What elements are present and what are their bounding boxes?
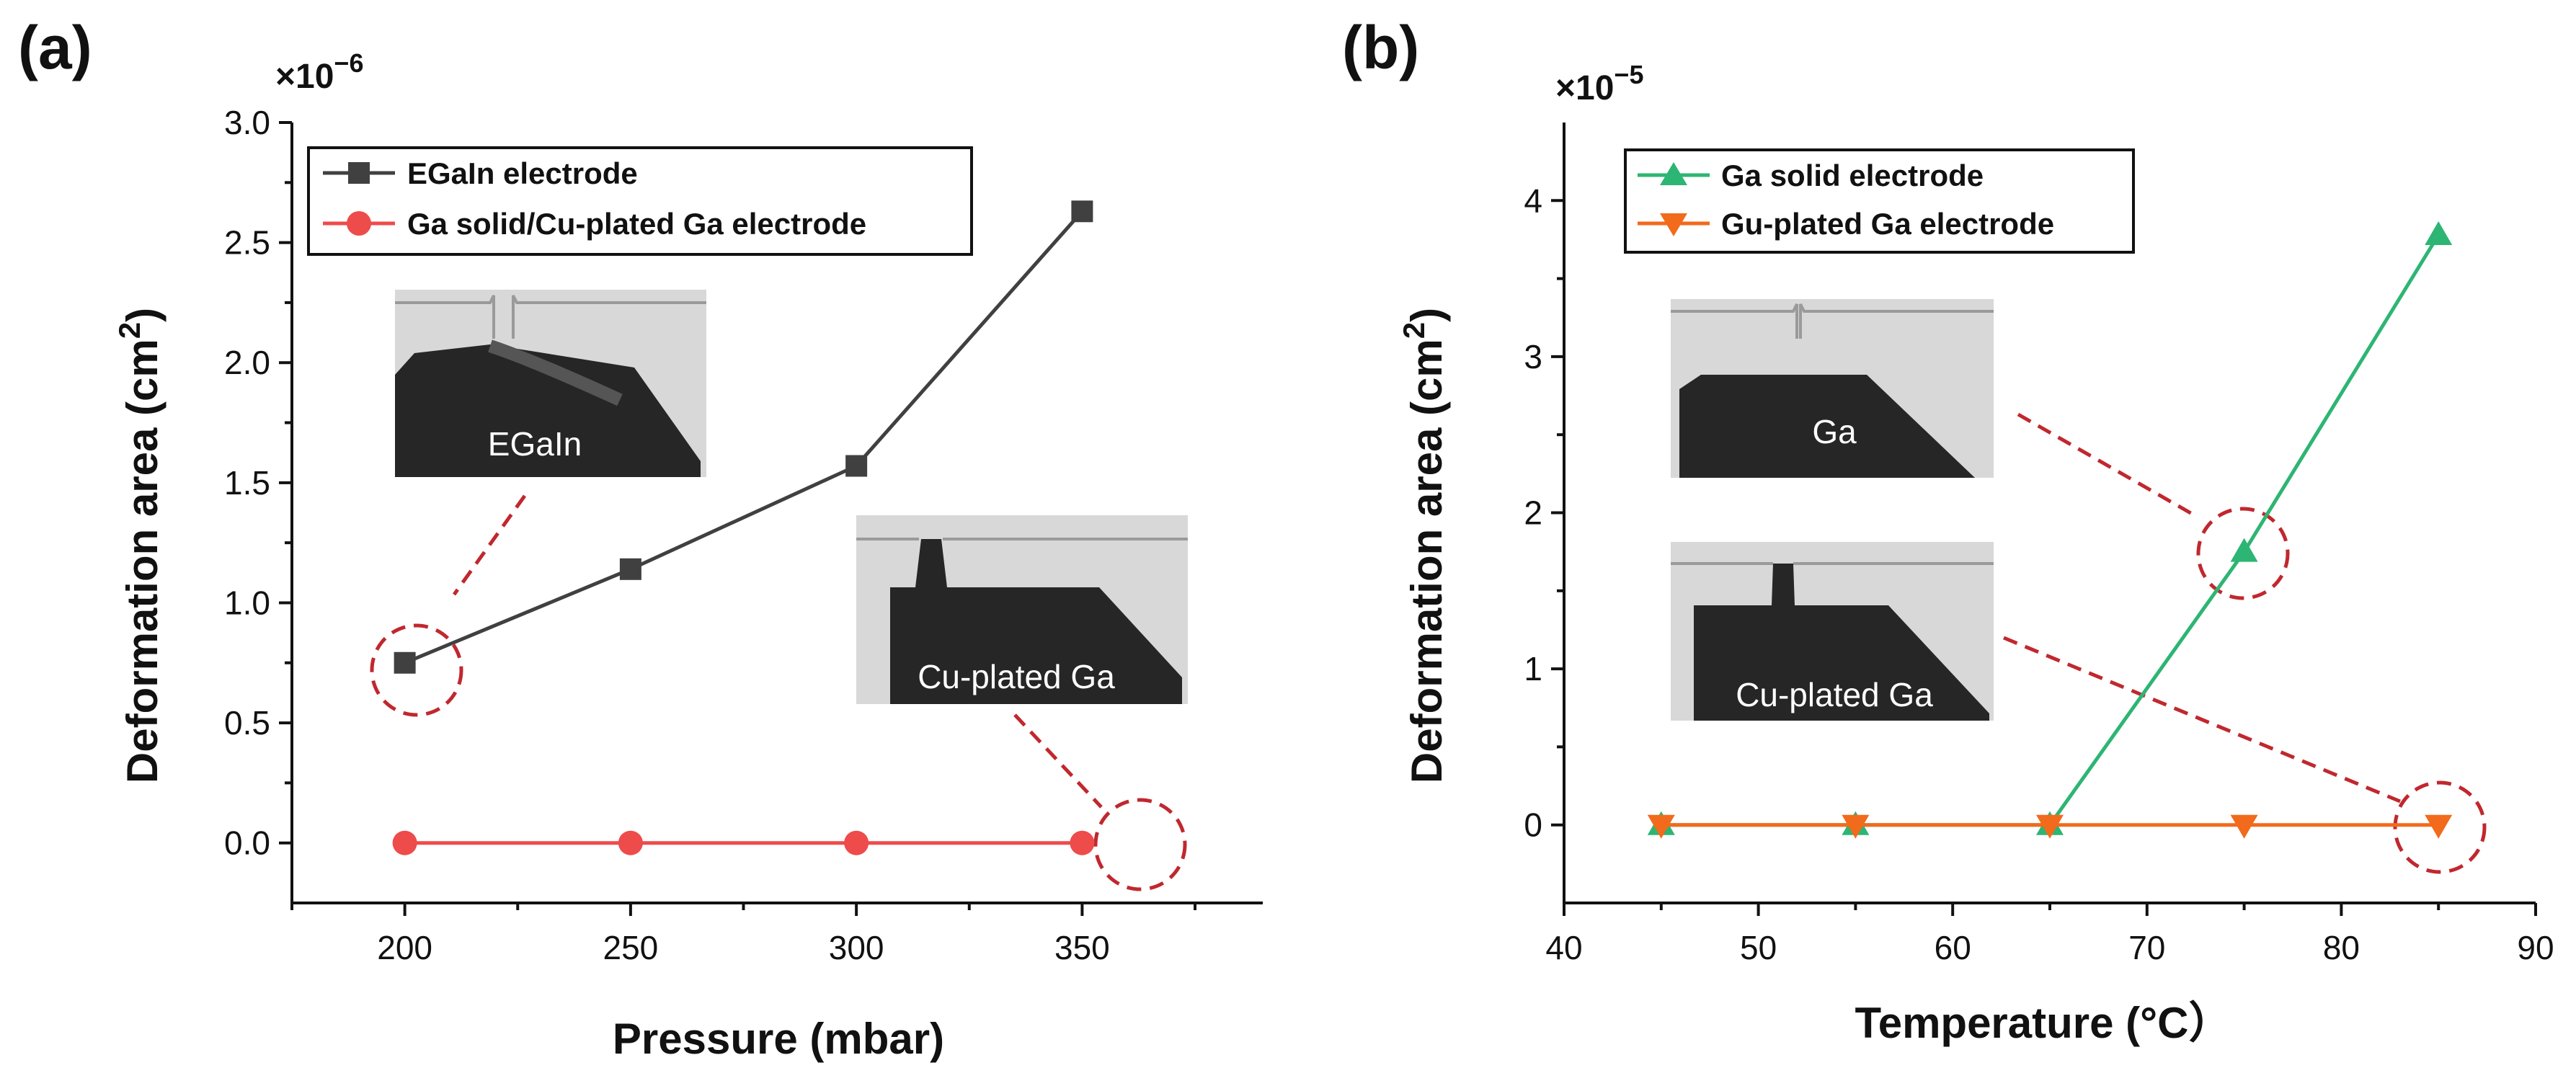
annotation-circle: [1093, 798, 1187, 891]
data-point: [1647, 814, 1675, 839]
y-tick-label: 2: [1524, 494, 1542, 532]
x-tick-label: 60: [1935, 929, 1971, 966]
x-tick-label: 200: [377, 929, 432, 966]
panel-a-inset-cu-plated: Cu-plated Ga: [856, 515, 1188, 704]
x-tick-label: 70: [2128, 929, 2165, 966]
annotation-leader: [2017, 412, 2200, 520]
panel-b-y-axis-title: Deformation area (cm2): [1397, 308, 1451, 783]
inset-channel: [1671, 303, 1994, 339]
panel-b: (b) ×10−5 0 1 2 3 4 40 50 60 70 80 90 Temperature …: [1342, 14, 2554, 1047]
data-point: [2036, 814, 2064, 839]
legend-marker-square: [348, 162, 370, 184]
x-tick-label: 40: [1545, 929, 1582, 966]
panel-a-legend: EGaIn electrode Ga solid/Cu-plated Ga el…: [307, 146, 973, 256]
panel-a: (a) ×10−6 0.0 0.5 1.0 1.5 2.0 2.5 3.0 200 250 300…: [18, 14, 1263, 1063]
panel-b-legend: Ga solid electrode Gu-plated Ga electrod…: [1624, 148, 2135, 254]
inset-electrode: [395, 344, 701, 477]
data-point: [1070, 830, 1095, 855]
series-line: [404, 210, 1084, 665]
y-tick-label: 0.0: [224, 824, 270, 862]
legend-marker-triangle-down: [1660, 213, 1687, 236]
data-point: [2230, 814, 2258, 839]
legend-label-cu-plated: Gu-plated Ga electrode: [1721, 207, 2054, 241]
data-point: [618, 830, 643, 855]
annotation-circle: [2196, 507, 2290, 600]
panel-b-exponent: ×10−5: [1555, 60, 1643, 107]
annotation-circle: [2393, 780, 2487, 874]
y-tick-label: 1.0: [224, 584, 270, 621]
panel-b-series: [1647, 221, 2453, 839]
y-tick-label: 2.5: [224, 224, 270, 262]
x-tick-label: 90: [2517, 929, 2554, 966]
panel-a-x-axis-title: Pressure (mbar): [613, 1015, 944, 1063]
panel-b-label: (b): [1342, 14, 1419, 81]
panel-a-inset-egain: EGaIn: [395, 290, 706, 477]
inset-electrode: [1694, 564, 1989, 721]
panel-b-inset-cu-plated: Cu-plated Ga: [1671, 542, 1994, 721]
data-point: [619, 558, 641, 580]
panel-a-exponent: ×10−6: [275, 48, 363, 96]
y-tick-label: 3: [1524, 338, 1542, 375]
y-tick-label: 1: [1524, 650, 1542, 687]
legend-marker-circle: [347, 211, 371, 236]
x-tick-label: 80: [2323, 929, 2360, 966]
x-tick-label: 50: [1740, 929, 1777, 966]
panel-b-x-axis-title: Temperature (°C）: [1855, 999, 2232, 1047]
y-tick-label: 1.5: [224, 464, 270, 502]
panel-a-label: (a): [18, 14, 92, 81]
data-point: [2230, 538, 2258, 562]
y-tick-label: 4: [1524, 182, 1542, 219]
annotation-leader: [452, 494, 527, 596]
panel-a-y-axis-title: Deformation area (cm2): [112, 308, 166, 783]
legend-label-ga-solid: Ga solid/Cu-plated Ga electrode: [407, 207, 866, 241]
data-point: [1071, 200, 1093, 223]
inset-caption-egain: EGaIn: [488, 425, 582, 463]
data-point: [844, 830, 869, 855]
panel-a-series: [392, 200, 1095, 855]
annotation-circle: [370, 623, 463, 717]
annotation-leader: [1013, 713, 1103, 809]
data-point: [2425, 221, 2453, 245]
legend-marker-triangle-up: [1660, 162, 1687, 185]
inset-channel: [395, 295, 706, 339]
panel-b-inset-ga: Ga: [1671, 299, 1994, 478]
inset-caption-cu-plated: Cu-plated Ga: [1736, 676, 1933, 713]
legend-label-ga-solid: Ga solid electrode: [1721, 159, 1984, 192]
inset-electrode: [1679, 375, 1975, 478]
data-point: [1842, 814, 1870, 839]
y-tick-label: 0: [1524, 806, 1542, 844]
y-tick-label: 3.0: [224, 104, 270, 141]
x-tick-label: 300: [829, 929, 884, 966]
data-point: [2425, 814, 2453, 839]
inset-caption-ga: Ga: [1812, 413, 1857, 450]
legend-frame: [307, 146, 973, 256]
annotation-leader: [2003, 636, 2401, 804]
y-tick-label: 0.5: [224, 704, 270, 742]
y-tick-label: 2.0: [224, 344, 270, 381]
inset-electrode: [890, 539, 1182, 704]
inset-deformation: [488, 339, 623, 406]
x-tick-label: 350: [1054, 929, 1110, 966]
panel-a-ticks: 0.0 0.5 1.0 1.5 2.0 2.5 3.0 200 250 300 350: [224, 104, 1197, 966]
data-point: [394, 651, 416, 674]
legend-label-egain: EGaIn electrode: [407, 156, 638, 190]
data-point: [392, 830, 417, 855]
data-point: [845, 455, 868, 477]
inset-caption-cu-plated: Cu-plated Ga: [918, 658, 1115, 695]
legend-frame: [1624, 148, 2135, 254]
x-tick-label: 250: [603, 929, 659, 966]
panel-b-ticks: 0 1 2 3 4 40 50 60 70 80 90: [1524, 182, 2554, 966]
